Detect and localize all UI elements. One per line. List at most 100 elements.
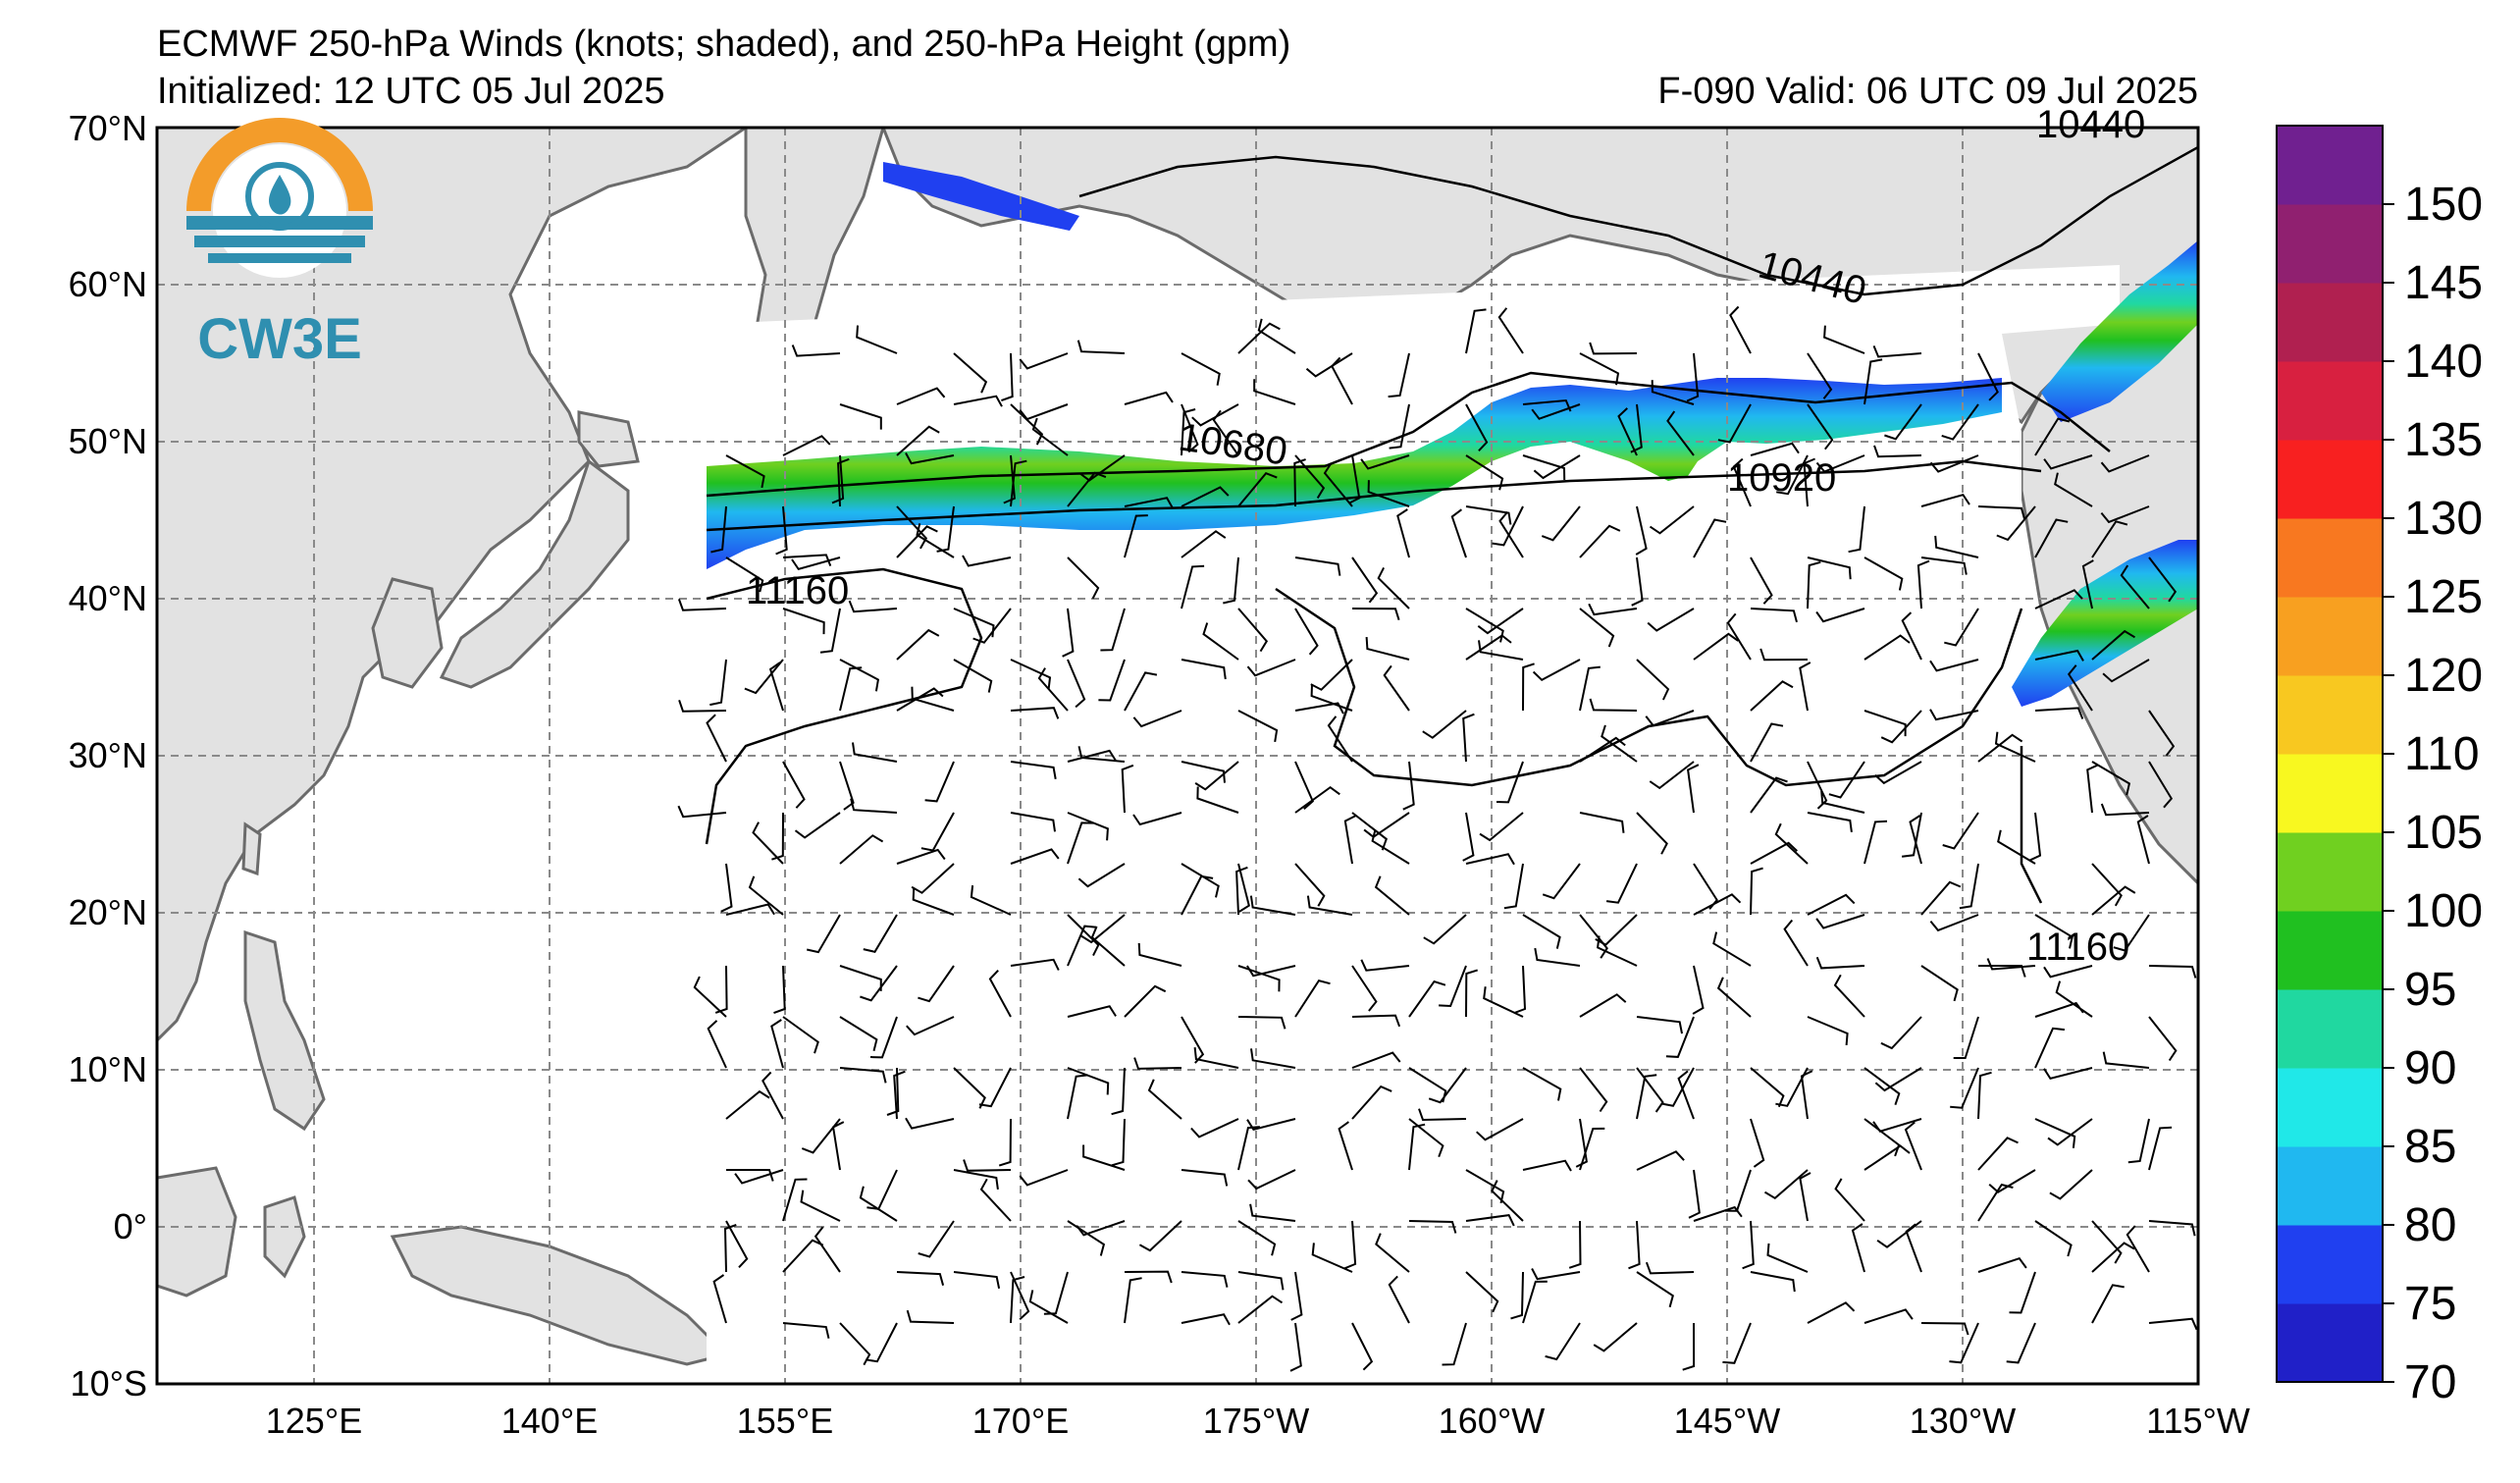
wind-barb [2091,885,2136,916]
wind-barb [2028,812,2042,862]
wind-barb [1067,925,1097,967]
wind-barb [1579,524,1621,558]
wind-barb [1077,746,1126,763]
wind-barb [1181,403,1199,453]
wind-barb [1522,454,1566,481]
colorbar-tick-label: 145 [2404,257,2483,309]
wind-barb [1941,403,1979,441]
wind-barb [1783,919,1809,967]
wind-barb [1692,965,1705,1015]
wind-barb [734,1169,784,1185]
asia-land [157,128,749,1043]
wind-barb [1774,822,1809,865]
wind-barb [1067,1067,1110,1095]
wind-barb [1904,1121,1922,1171]
wind-barb [1799,662,1811,712]
logo-wave-3 [208,253,351,263]
wind-barb [1807,1301,1856,1324]
wind-barb [693,976,727,1018]
wind-barb [1568,1220,1582,1269]
wind-barb [782,608,825,635]
wind-barb [1111,1067,1126,1116]
taiwan-land [241,821,262,876]
wind-barb [1462,812,1475,862]
lat-label: 70°N [69,108,147,148]
wind-barb [1476,1118,1524,1141]
logo-wave-1 [186,216,373,230]
wind-barb [1181,1271,1229,1288]
wind-barb [1343,1220,1357,1270]
wind-barb [1665,1016,1695,1058]
wind-barb [1920,880,1962,916]
wind-barb [2148,710,2176,757]
wind-barb [791,344,841,357]
lon-label: 140°E [501,1401,598,1441]
wind-barb [744,659,784,695]
lon-label: 170°E [972,1401,1069,1441]
wind-barb [761,1071,784,1120]
wind-barbs [677,305,2198,1372]
wind-barb [1124,391,1174,405]
wind-barb [953,659,993,693]
wind-barb [1422,710,1467,739]
lat-label: 40°N [69,578,147,618]
wind-barb [1237,472,1278,507]
wind-barb [1750,841,1798,865]
wind-barb [1636,1067,1664,1113]
wind-barb [1147,1079,1182,1120]
colorbar-tick-label: 140 [2404,336,2483,388]
contour-label: 11160 [2026,926,2129,969]
wind-barb [1522,1280,1548,1324]
wind-barb [1693,632,1739,661]
wind-barb [1579,993,1627,1018]
valid-time: F-090 Valid: 06 UTC 09 Jul 2025 [1657,71,2198,112]
wind-barb [1375,1233,1410,1273]
wind-barb [1929,454,1979,473]
lat-label: 50°N [69,421,147,461]
wind-barb [2054,472,2093,507]
wind-barb [2047,1118,2093,1146]
wind-barb [1909,815,1922,865]
wind-barb [800,1190,841,1222]
wind-barb [773,965,786,1015]
wind-barb [1294,454,1326,500]
wind-barb [1750,1118,1765,1168]
wind-barb [1465,1214,1515,1227]
height-contours [705,145,2198,904]
wind-barb [723,1224,737,1273]
wind-barb [1807,352,1833,399]
colorbar: 70 75 80 85 90 95 100 105 110 120 125 130 135 140 145 1… [2276,125,2483,1408]
wind-barb [1864,1067,1901,1106]
wind-barb [2091,520,2128,558]
wind-barb [1579,665,1601,712]
wind-barb [2006,1322,2036,1364]
wind-barb [1351,608,1400,621]
contour-label: 10920 [1727,456,1836,500]
wind-barb [859,1186,898,1222]
wind-barb [1687,764,1700,814]
wind-barb [1929,709,1979,721]
wind-barb [1348,454,1361,504]
wind-barb [2009,1271,2036,1314]
wind-barb [678,699,727,713]
longitude-labels: 125°E 140°E 155°E 170°E 175°W 160°W 145°… [266,1401,2250,1441]
wind-barb [1388,1275,1410,1324]
wind-barb [1942,812,1979,850]
wind-barb [1124,1277,1142,1324]
wind-barb [1597,935,1638,967]
wind-barb [1037,667,1069,712]
wind-barb [1815,454,1865,473]
wind-barb [1082,1144,1126,1171]
colorbar-swatch [2277,911,2383,990]
wind-barb [1465,403,1489,451]
wind-barb [1579,736,1626,763]
colorbar-swatch [2277,283,2383,362]
wind-barb [1647,608,1695,632]
wind-barb [1645,1261,1695,1275]
wind-barb [988,970,1012,1018]
wind-barb [1193,1046,1239,1069]
wind-barb [1864,710,1907,737]
wind-barb [1617,407,1638,456]
wind-barb [1994,731,2036,763]
wind-barb [869,1016,898,1059]
